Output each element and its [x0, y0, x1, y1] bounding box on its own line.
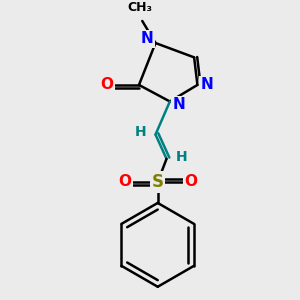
- Text: O: O: [100, 77, 113, 92]
- Text: N: N: [172, 97, 185, 112]
- Text: N: N: [201, 77, 214, 92]
- Text: H: H: [176, 150, 188, 164]
- Text: N: N: [140, 31, 153, 46]
- Text: S: S: [152, 173, 164, 191]
- Text: O: O: [118, 175, 131, 190]
- Text: H: H: [134, 125, 146, 140]
- Text: O: O: [184, 175, 197, 190]
- Text: CH₃: CH₃: [128, 1, 153, 14]
